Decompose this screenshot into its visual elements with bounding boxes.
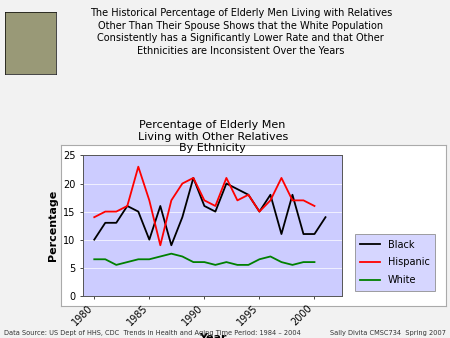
Text: Sally Divita CMSC734  Spring 2007: Sally Divita CMSC734 Spring 2007 — [329, 330, 446, 336]
Title: Percentage of Elderly Men
Living with Other Relatives
By Ethnicity: Percentage of Elderly Men Living with Ot… — [138, 120, 288, 153]
X-axis label: Year: Year — [199, 333, 226, 338]
Text: Data Source: US Dept of HHS, CDC  Trends in Health and Aging Time Period: 1984 –: Data Source: US Dept of HHS, CDC Trends … — [4, 330, 302, 336]
Legend: Black, Hispanic, White: Black, Hispanic, White — [355, 234, 436, 291]
Text: The Historical Percentage of Elderly Men Living with Relatives
Other Than Their : The Historical Percentage of Elderly Men… — [90, 8, 392, 56]
Y-axis label: Percentage: Percentage — [48, 190, 58, 261]
